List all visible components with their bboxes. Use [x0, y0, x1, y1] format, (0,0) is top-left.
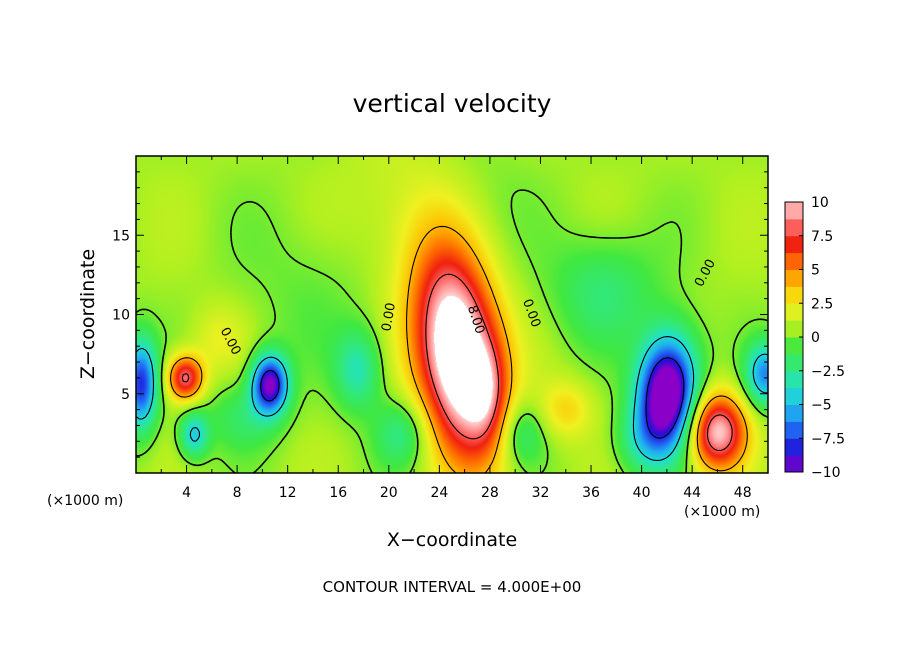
colorbar-swatch [785, 438, 803, 456]
x-tick-label: 12 [279, 485, 297, 501]
colorbar-tick-label: 5 [811, 263, 820, 279]
colorbar-tick-label: −10 [811, 465, 841, 481]
x-tick-label: 32 [532, 485, 550, 501]
colorbar-swatch [785, 269, 803, 287]
x-tick-label: 40 [633, 485, 651, 501]
colorbar-tick-label: −2.5 [811, 364, 845, 380]
x-tick-label: 28 [481, 485, 499, 501]
x-tick-label: 8 [233, 485, 242, 501]
x-axis-label: X−coordinate [387, 529, 517, 551]
y-axis-label: Z−coordinate [77, 249, 99, 379]
contour-line-zero [135, 189, 769, 474]
colorbar-tick-label: −5 [811, 398, 832, 414]
colorbar-tick-label: −7.5 [811, 431, 845, 447]
colorbar-swatch [785, 252, 803, 270]
x-tick-label: 24 [430, 485, 448, 501]
colorbar-swatch [785, 387, 803, 405]
colorbar-tick-label: 0 [811, 330, 820, 346]
contour-line-8 [181, 273, 733, 452]
colorbar-swatch [785, 404, 803, 422]
colorbar-swatch [785, 218, 803, 237]
y-tick-label: 5 [121, 387, 130, 403]
colorbar: 10 7.5 5 2.5 0 −2.5 −5 −7.5 −10 [784, 195, 845, 481]
colorbar-swatch [785, 455, 803, 473]
colorbar-swatch [785, 303, 803, 321]
chart-title: vertical velocity [353, 89, 552, 118]
heatmap-field [136, 156, 768, 473]
colorbar-swatch [785, 370, 803, 389]
contour-line-4 [170, 225, 748, 474]
colorbar-tick-label: 7.5 [811, 229, 833, 245]
colorbar-swatch [785, 353, 803, 372]
x-tick-label: 48 [734, 485, 752, 501]
x-unit-label: (×1000 m) [684, 504, 760, 520]
y-unit-label: (×1000 m) [47, 493, 123, 509]
colorbar-swatch [785, 286, 803, 304]
colorbar-tick-label: 10 [811, 195, 829, 211]
y-axis: 5 10 15 [112, 171, 768, 458]
colorbar-swatch [785, 320, 803, 338]
x-tick-label: 4 [182, 485, 191, 501]
x-tick-label: 16 [329, 485, 347, 501]
y-tick-label: 10 [112, 308, 130, 324]
colorbar-swatch [785, 337, 803, 355]
contour-label: 0.00 [379, 302, 399, 333]
plot-area: 0.000.00 8.00 0.000.00 [135, 155, 769, 474]
contour-line-minus4 [135, 336, 769, 462]
colorbar-tick-label: 2.5 [811, 296, 833, 312]
y-tick-label: 15 [112, 228, 130, 244]
colorbar-swatch [785, 235, 803, 254]
contour-line-minus8 [260, 357, 685, 439]
x-tick-label: 20 [380, 485, 398, 501]
x-tick-label: 36 [582, 485, 600, 501]
x-axis: 4 8 12 16 20 24 28 32 36 40 44 48 [160, 156, 752, 501]
contour-interval-note: CONTOUR INTERVAL = 4.000E+00 [323, 578, 582, 596]
x-tick-label: 44 [683, 485, 701, 501]
colorbar-swatch [785, 202, 803, 220]
colorbar-swatch [785, 421, 803, 439]
contour-lines [135, 189, 769, 474]
